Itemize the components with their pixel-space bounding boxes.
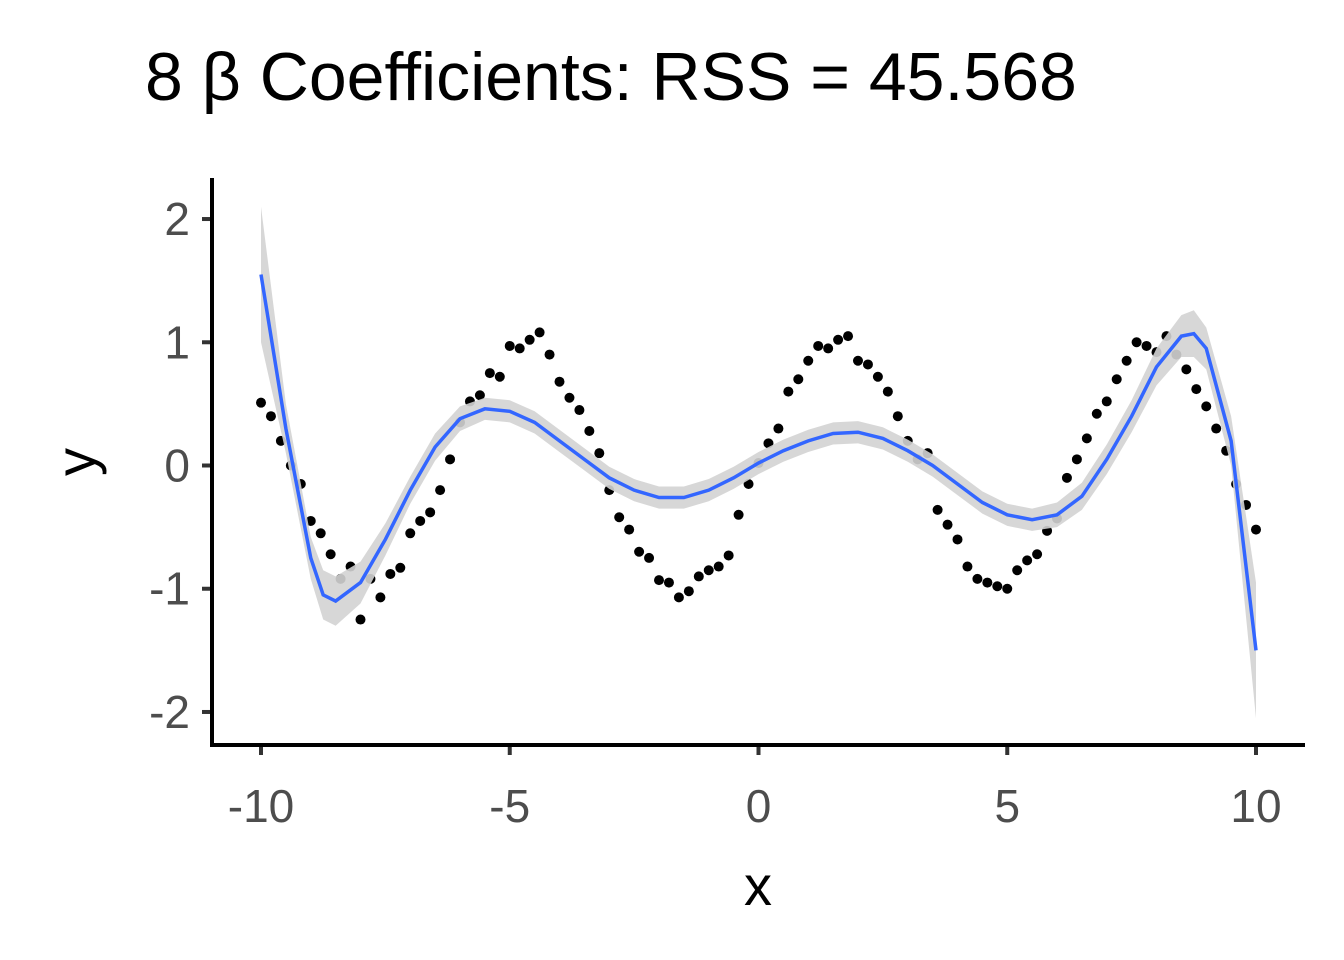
point <box>445 454 456 465</box>
point <box>1101 396 1112 407</box>
point <box>992 581 1003 592</box>
point <box>614 512 625 523</box>
point <box>484 368 495 379</box>
point <box>663 577 674 588</box>
point <box>375 592 386 603</box>
y-tick-label: 0 <box>164 440 190 492</box>
point <box>773 423 784 434</box>
point <box>385 568 396 579</box>
point <box>723 550 734 561</box>
point <box>654 575 665 586</box>
point <box>823 343 834 354</box>
point <box>1091 408 1102 419</box>
point <box>1002 583 1013 594</box>
point <box>813 340 824 351</box>
point <box>1181 364 1192 375</box>
x-tick-label: -10 <box>228 780 294 832</box>
point <box>265 411 276 422</box>
point <box>1012 565 1023 576</box>
point <box>584 425 595 436</box>
point <box>882 386 893 397</box>
point <box>972 573 983 584</box>
point <box>693 571 704 582</box>
point <box>793 374 804 385</box>
point <box>1022 555 1033 566</box>
point <box>554 376 565 387</box>
point <box>1131 337 1142 348</box>
point <box>564 392 575 403</box>
point <box>1201 401 1212 412</box>
point <box>355 614 366 625</box>
point <box>783 386 794 397</box>
point <box>644 552 655 563</box>
chart-title: 8 β Coefficients: RSS = 45.568 <box>145 39 1077 115</box>
y-tick-label: -2 <box>149 686 190 738</box>
point <box>1111 374 1122 385</box>
x-tick-label: 0 <box>746 780 772 832</box>
point <box>305 515 316 526</box>
point <box>1141 340 1152 351</box>
point <box>524 334 535 345</box>
point <box>325 549 336 560</box>
point <box>415 515 426 526</box>
point <box>872 371 883 382</box>
x-axis-title: x <box>744 854 772 917</box>
y-axis-title: y <box>44 448 107 476</box>
point <box>683 586 694 597</box>
point <box>703 565 714 576</box>
point <box>952 534 963 545</box>
y-tick-label: -1 <box>149 563 190 615</box>
x-tick-label: 5 <box>994 780 1020 832</box>
point <box>435 485 446 496</box>
point <box>624 524 635 535</box>
point <box>1250 524 1261 535</box>
point <box>713 561 724 572</box>
point <box>1032 549 1043 560</box>
point <box>962 561 973 572</box>
point <box>574 405 585 416</box>
point <box>494 371 505 382</box>
point <box>405 528 416 539</box>
point <box>833 334 844 345</box>
y-tick-label: 1 <box>164 316 190 368</box>
point <box>982 577 993 588</box>
point <box>425 507 436 518</box>
point <box>803 355 814 366</box>
point <box>534 327 545 338</box>
point <box>673 592 684 603</box>
point <box>315 528 326 539</box>
point <box>843 331 854 342</box>
point <box>634 546 645 557</box>
point <box>733 509 744 520</box>
point <box>892 411 903 422</box>
point <box>395 562 406 573</box>
point <box>852 355 863 366</box>
point <box>1211 423 1222 434</box>
point <box>942 519 953 530</box>
point <box>1191 384 1202 395</box>
point <box>544 349 555 360</box>
x-tick-label: 10 <box>1230 780 1281 832</box>
y-tick-label: 2 <box>164 193 190 245</box>
fit-line <box>259 274 1258 651</box>
x-tick-label: -5 <box>489 780 530 832</box>
point <box>862 359 873 370</box>
point <box>594 448 605 459</box>
point <box>1071 454 1082 465</box>
point <box>1061 472 1072 483</box>
point <box>932 504 943 515</box>
point <box>504 340 515 351</box>
point <box>1081 433 1092 444</box>
point <box>514 343 525 354</box>
point <box>474 390 485 401</box>
point <box>256 397 267 408</box>
point <box>1121 355 1132 366</box>
